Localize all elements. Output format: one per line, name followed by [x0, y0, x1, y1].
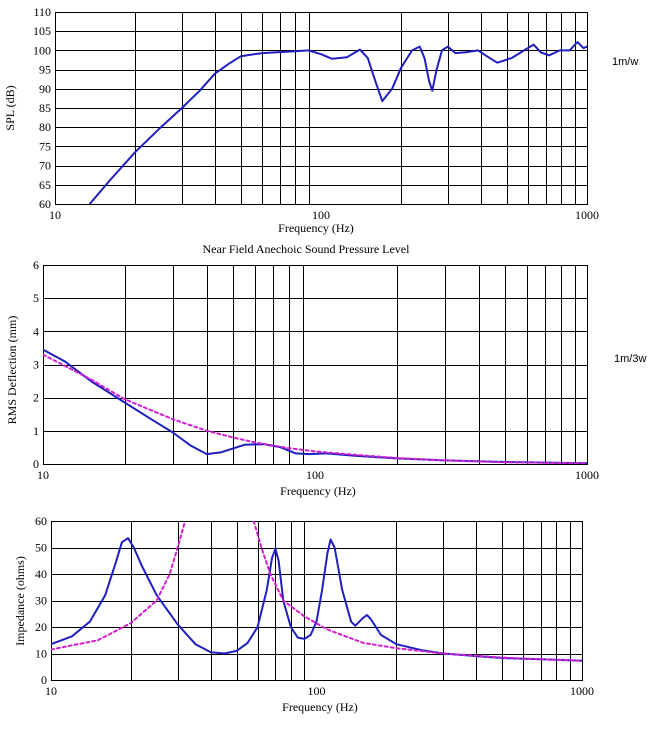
impedance-y-tick-label: 20 — [35, 620, 47, 634]
spl-y-tick-label: 80 — [39, 120, 51, 134]
impedance-x-tick-label: 1000 — [570, 684, 594, 698]
impedance-y-tick-label: 40 — [35, 567, 47, 581]
spl-y-axis-label: SPL (dB) — [3, 85, 17, 130]
impedance-x-tick-label: 10 — [45, 684, 57, 698]
spl-y-tick-label: 110 — [33, 5, 51, 19]
impedance-y-tick-label: 60 — [35, 514, 47, 528]
spl-x-tick-label: 100 — [312, 208, 330, 222]
deflection-y-tick-label: 0 — [33, 457, 39, 471]
deflection-y-tick-label: 3 — [33, 358, 39, 372]
deflection-chart: 0 1 2 3 4 5 6 10 100 1000 — [33, 258, 599, 482]
spl-series-line-measured-0 — [88, 41, 587, 204]
impedance-y-tick-label: 50 — [35, 541, 47, 555]
deflection-series-line-model-1 — [43, 353, 587, 464]
spl-x-tick-label: 10 — [49, 208, 61, 222]
impedance-series-line-model-2 — [252, 521, 582, 662]
impedance-y-tick-label: 30 — [35, 594, 47, 608]
impedance-y-tick-label: 10 — [35, 647, 47, 661]
spl-plot-frame — [55, 12, 588, 205]
impedance-x-axis-label: Frequency (Hz) — [282, 700, 358, 714]
impedance-series-line-measured-0 — [51, 537, 582, 662]
spl-chart: 60 65 70 75 80 85 90 95 100 105 110 10 100 1000 — [33, 5, 599, 222]
spl-y-tick-label: 65 — [39, 178, 51, 192]
deflection-y-tick-label: 6 — [33, 258, 39, 272]
impedance-x-tick-label: 100 — [308, 684, 326, 698]
spl-x-axis-label: Frequency (Hz) — [278, 221, 354, 235]
deflection-side-label: 1m/3w — [614, 353, 646, 365]
spl-side-label: 1m/w — [612, 56, 638, 68]
deflection-x-tick-label: 1000 — [575, 468, 599, 482]
spl-y-tick-label: 95 — [39, 63, 51, 77]
deflection-plot-frame — [43, 265, 588, 465]
deflection-y-tick-label: 2 — [33, 391, 39, 405]
impedance-series-line-model-1 — [51, 521, 187, 651]
deflection-y-tick-label: 5 — [33, 291, 39, 305]
deflection-x-tick-label: 100 — [306, 468, 324, 482]
spl-y-tick-label: 60 — [39, 197, 51, 211]
deflection-y-axis-label: RMS Deflection (mm) — [5, 316, 19, 425]
deflection-y-tick-label: 1 — [33, 424, 39, 438]
spl-y-tick-label: 75 — [39, 139, 51, 153]
spl-y-tick-label: 100 — [33, 43, 51, 57]
impedance-plot-frame — [51, 521, 583, 681]
spl-y-tick-label: 70 — [39, 159, 51, 173]
spl-y-tick-label: 90 — [39, 82, 51, 96]
spl-y-tick-label: 105 — [33, 24, 51, 38]
spl-x-tick-label: 1000 — [575, 208, 599, 222]
impedance-y-axis-label: Impedance (ohms) — [13, 556, 27, 646]
deflection-y-tick-label: 4 — [33, 324, 39, 338]
spl-caption: Near Field Anechoic Sound Pressure Level — [203, 242, 411, 256]
deflection-x-tick-label: 10 — [37, 468, 49, 482]
spl-y-tick-label: 85 — [39, 101, 51, 115]
impedance-y-tick-label: 0 — [41, 673, 47, 687]
deflection-x-axis-label: Frequency (Hz) — [280, 484, 356, 498]
